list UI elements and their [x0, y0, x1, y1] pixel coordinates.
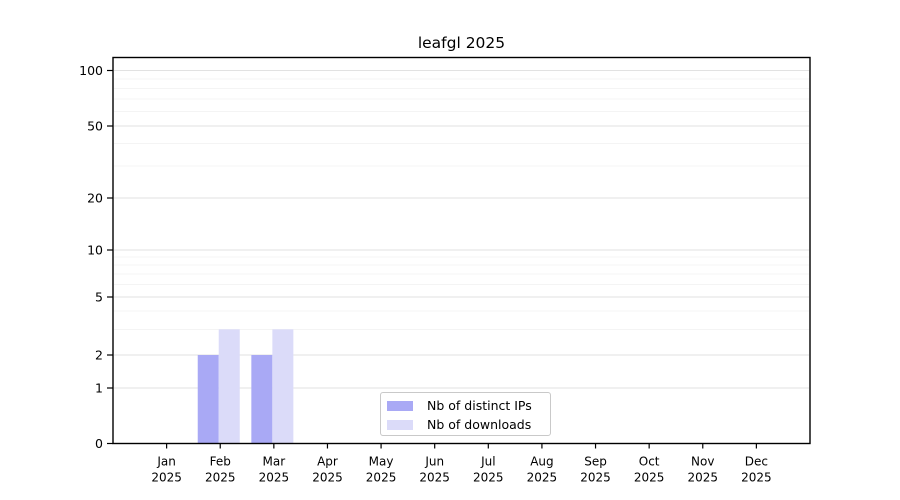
y-tick-label: 1 — [95, 381, 103, 396]
x-tick-label-month: May — [369, 455, 394, 469]
x-tick-label-year: 2025 — [205, 471, 236, 485]
x-tick-label-month: Apr — [317, 455, 338, 469]
bar-downloads — [272, 329, 294, 444]
y-tick-label: 2 — [95, 348, 103, 363]
legend-label-distinct-ips: Nb of distinct IPs — [427, 398, 532, 413]
x-tick-label-month: Jan — [156, 455, 176, 469]
x-tick-label-year: 2025 — [419, 471, 450, 485]
y-tick-label: 5 — [95, 290, 103, 305]
x-tick-label-year: 2025 — [473, 471, 504, 485]
x-tick-label-month: Sep — [584, 455, 607, 469]
y-tick-label: 10 — [87, 243, 103, 258]
x-tick-label-year: 2025 — [527, 471, 558, 485]
x-tick-label-year: 2025 — [634, 471, 665, 485]
y-tick-label: 20 — [87, 191, 103, 206]
bar-distinct-ips — [197, 355, 219, 444]
legend-swatch-distinct-ips — [387, 400, 413, 411]
x-tick-label-month: Oct — [639, 455, 660, 469]
x-tick-label-month: Jun — [424, 455, 444, 469]
legend: Nb of distinct IPs Nb of downloads — [380, 392, 551, 436]
x-tick-label-month: Feb — [210, 455, 231, 469]
chart-title: leafgl 2025 — [417, 34, 506, 52]
x-tick-label-year: 2025 — [580, 471, 611, 485]
y-tick-label: 50 — [87, 119, 103, 134]
x-tick-label-year: 2025 — [259, 471, 290, 485]
y-tick-label: 0 — [95, 436, 103, 451]
x-tick-label-month: Mar — [263, 455, 286, 469]
x-tick-label-month: Aug — [530, 455, 553, 469]
legend-item-distinct-ips: Nb of distinct IPs — [381, 396, 550, 415]
x-tick-label-month: Nov — [691, 455, 714, 469]
x-tick-label-year: 2025 — [741, 471, 772, 485]
legend-label-downloads: Nb of downloads — [427, 417, 532, 432]
x-tick-label-month: Jul — [480, 455, 495, 469]
x-tick-label-year: 2025 — [151, 471, 182, 485]
legend-swatch-downloads — [387, 419, 413, 430]
legend-item-downloads: Nb of downloads — [381, 415, 550, 434]
axes-spines — [112, 56, 811, 445]
bar-downloads — [218, 329, 240, 444]
x-tick-label-month: Dec — [745, 455, 768, 469]
bar-distinct-ips — [251, 355, 273, 444]
x-tick-label-year: 2025 — [366, 471, 397, 485]
y-tick-label: 100 — [79, 63, 103, 78]
x-tick-label-year: 2025 — [687, 471, 718, 485]
x-tick-label-year: 2025 — [312, 471, 343, 485]
